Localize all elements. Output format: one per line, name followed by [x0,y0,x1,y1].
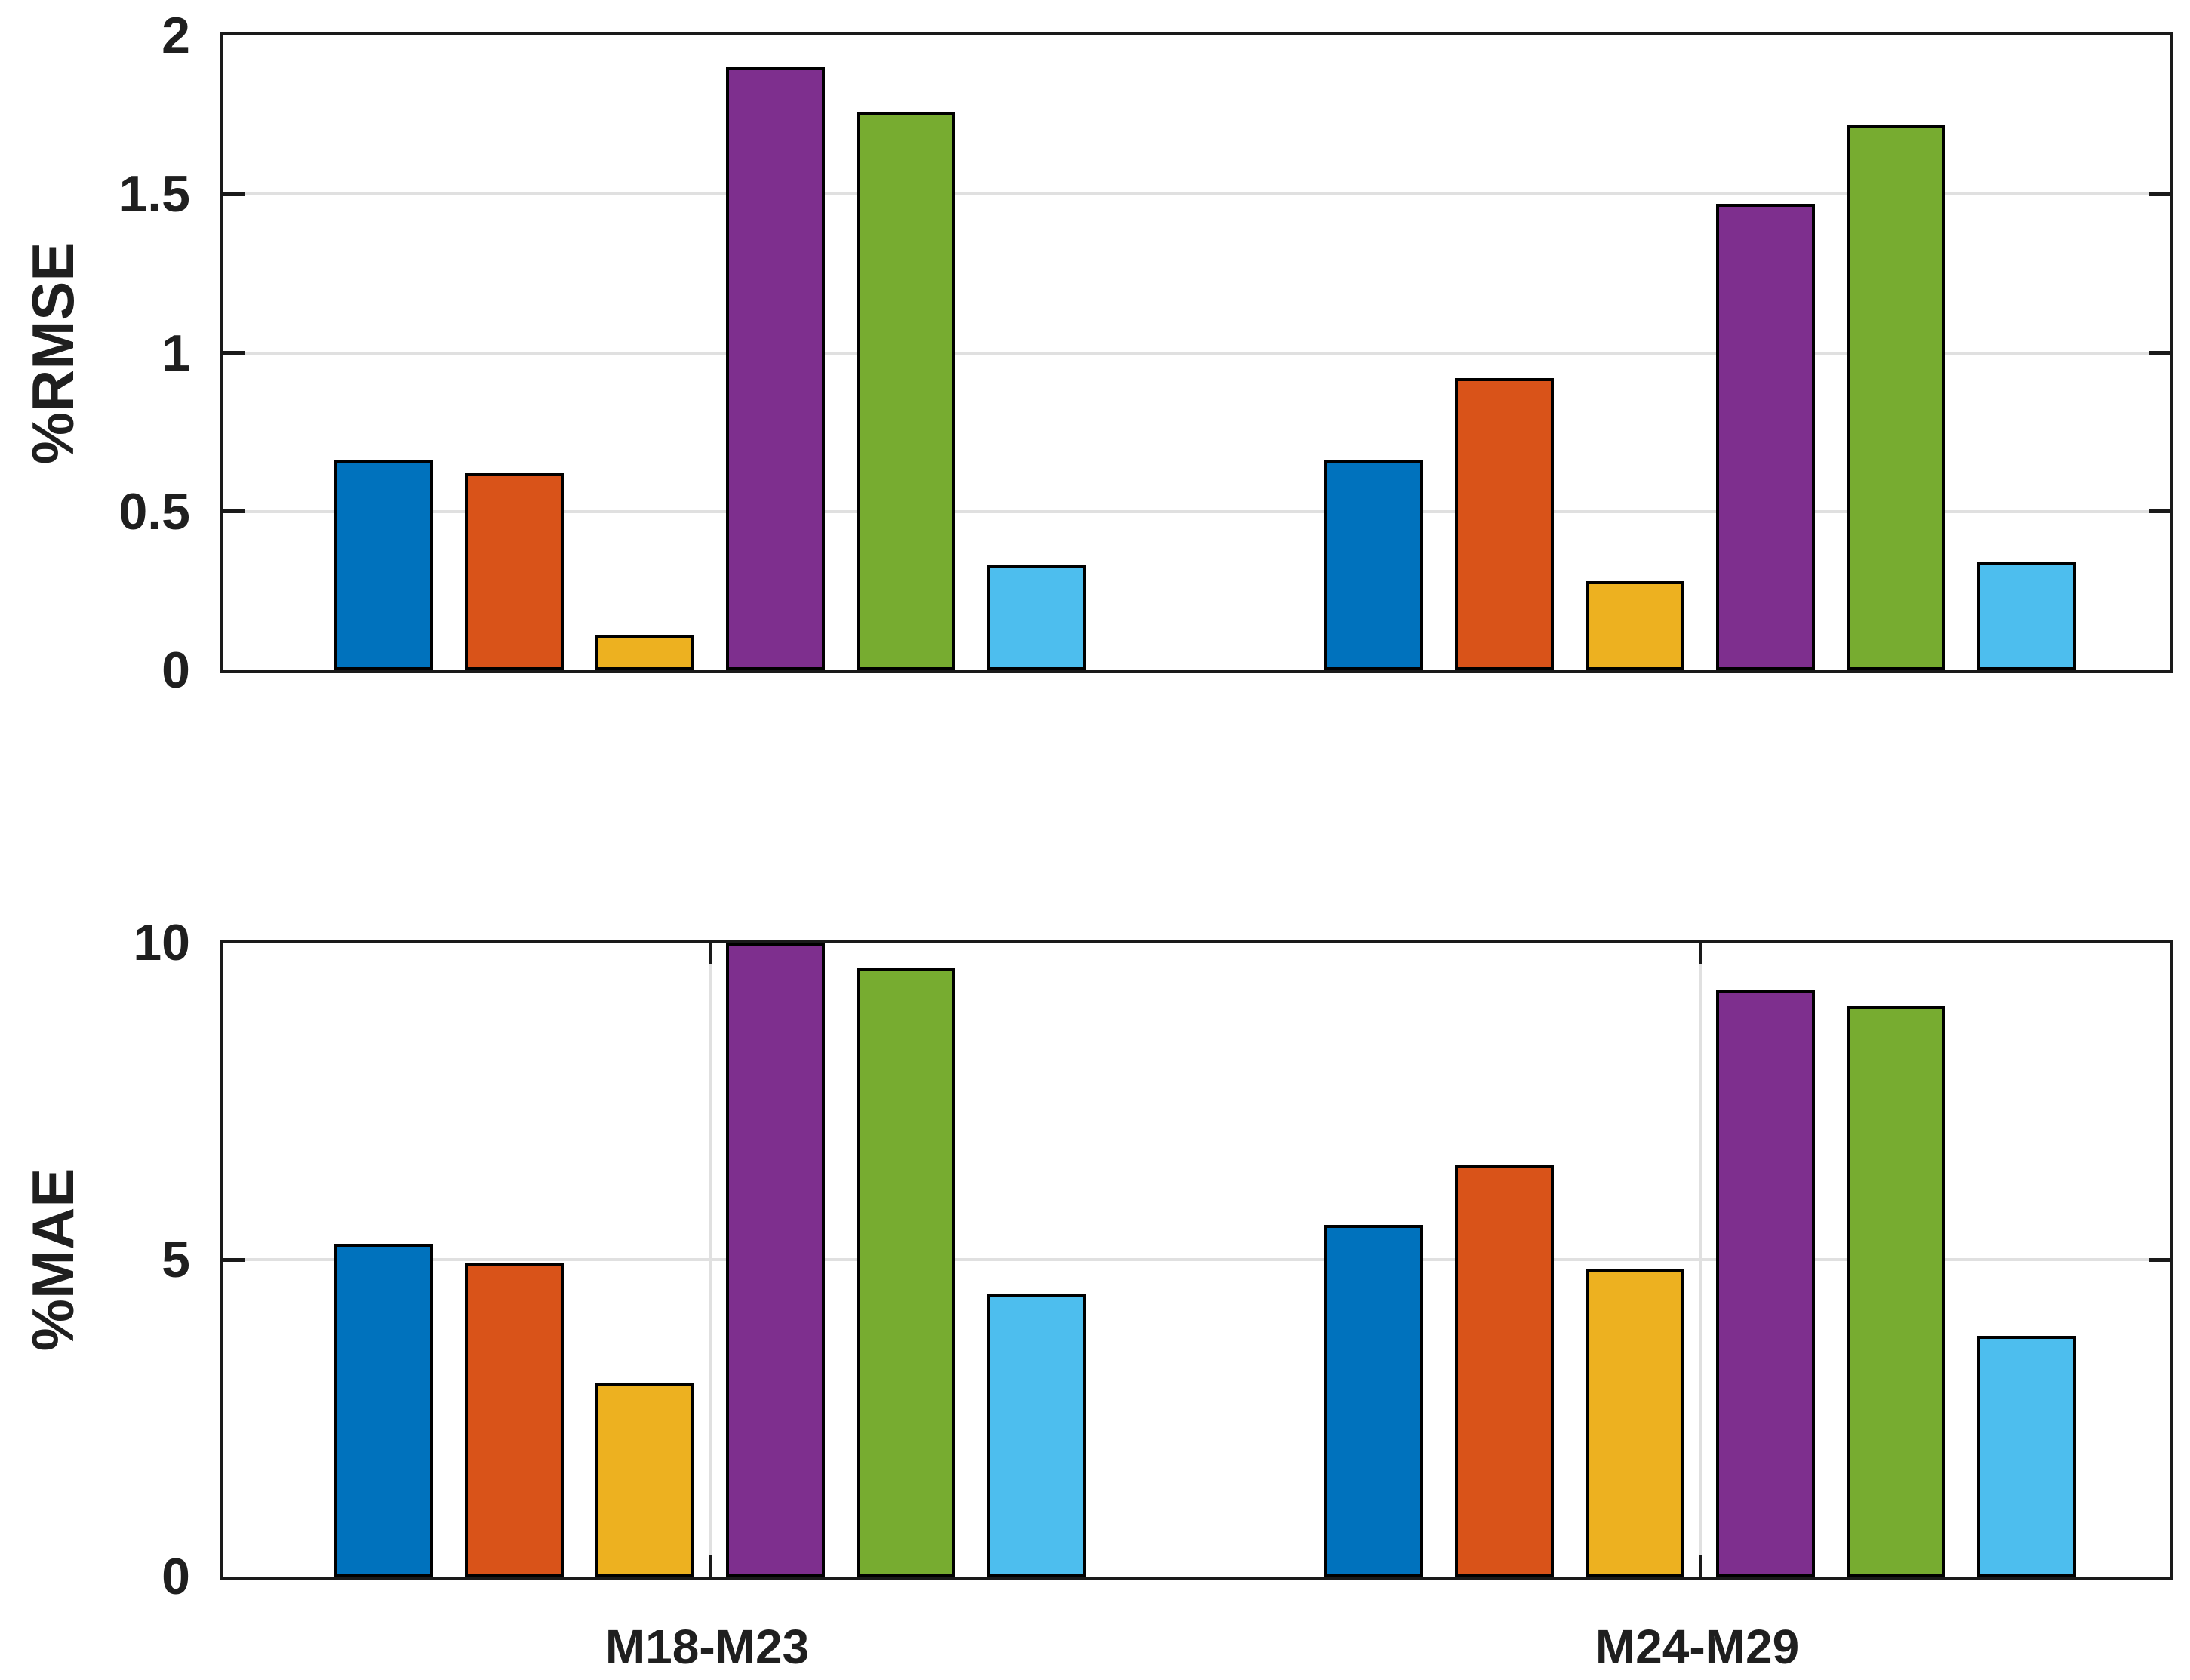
x-tick-top [708,943,712,964]
bar-series-6-cyan-M18-M23 [987,1294,1086,1577]
bar-series-2-orange-M24-M29 [1455,378,1554,670]
h-gridline [223,509,2170,513]
bar-series-3-yellow-M18-M23 [595,635,694,670]
y-tick-right [2149,1257,2170,1262]
y-tick-label: 10 [133,914,190,971]
y-axis-label-rmse-text: %RMSE [20,242,86,464]
y-tick-label: 2 [161,7,190,64]
y-tick-label: 0.5 [118,482,190,540]
y-tick-left [223,1257,245,1262]
y-tick-left [223,351,245,355]
y-tick-right [2149,509,2170,514]
bar-series-6-cyan-M18-M23 [987,565,1086,670]
xtick-label-m18-m23: M18-M23 [604,1620,810,1674]
y-tick-label: 1 [161,324,190,382]
bar-series-5-green-M18-M23 [857,968,955,1577]
x-tick-top [1698,943,1702,964]
bar-series-5-green-M18-M23 [857,112,955,670]
h-gridline [223,351,2170,355]
bar-series-3-yellow-M18-M23 [595,1383,694,1577]
v-gridline [709,943,712,1577]
bar-series-1-blue-M24-M29 [1324,460,1423,670]
y-axis-label-rmse: %RMSE [20,242,86,464]
y-axis-label-mae-text: %MAE [20,1168,86,1352]
y-axis-label-mae: %MAE [20,1168,86,1352]
bar-series-2-orange-M18-M23 [465,473,564,670]
rmse-plot-area: 0 0.5 1 1.5 2 [118,10,2173,696]
bar-series-4-purple-M24-M29 [1716,204,1815,670]
y-tick-label: 0 [161,1548,190,1605]
xtick-label-m24-m29: M24-M29 [1595,1620,1800,1674]
y-tick-left [223,509,245,514]
y-tick-right [2149,351,2170,355]
bar-series-6-cyan-M24-M29 [1977,562,2076,670]
y-tick-left [223,192,245,196]
bar-series-1-blue-M24-M29 [1324,1225,1423,1577]
bar-series-1-blue-M18-M23 [334,460,433,670]
y-tick-right [2149,192,2170,196]
bar-series-5-green-M24-M29 [1847,1006,1945,1577]
bar-series-6-cyan-M24-M29 [1977,1336,2076,1577]
bar-series-4-purple-M18-M23 [726,943,825,1577]
bar-series-2-orange-M18-M23 [465,1263,564,1577]
y-tick-label: 1.5 [118,165,190,223]
bar-series-3-yellow-M24-M29 [1586,1269,1684,1577]
bar-series-3-yellow-M24-M29 [1586,581,1684,670]
bar-series-5-green-M24-M29 [1847,125,1945,670]
y-tick-label: 5 [161,1231,190,1288]
mae-plot-area: 0 5 10 [133,917,2173,1602]
bar-series-1-blue-M18-M23 [334,1244,433,1577]
v-gridline [1699,943,1702,1577]
bar-series-4-purple-M18-M23 [726,67,825,670]
bar-series-2-orange-M24-M29 [1455,1165,1554,1577]
h-gridline [223,1258,2170,1261]
y-tick-label: 0 [161,642,190,699]
x-tick-bottom [708,1555,712,1577]
bar-series-4-purple-M24-M29 [1716,990,1815,1577]
h-gridline [223,192,2170,196]
x-tick-bottom [1698,1555,1702,1577]
